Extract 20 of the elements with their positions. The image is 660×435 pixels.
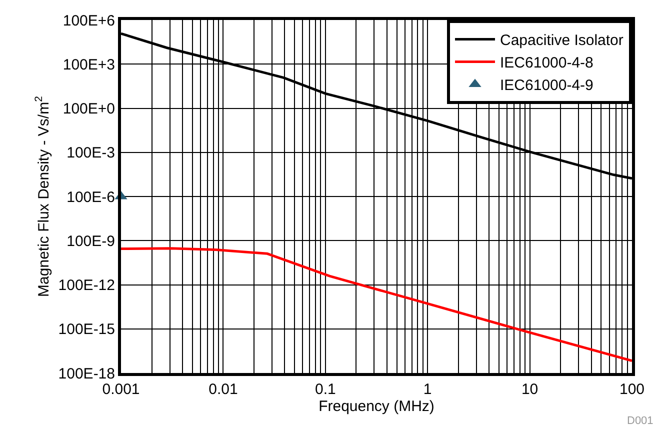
legend-label: IEC61000-4-9 — [500, 77, 594, 94]
x-tick-label: 0.01 — [208, 381, 238, 398]
x-axis-title: Frequency (MHz) — [318, 398, 434, 415]
y-tick-label: 100E-15 — [58, 321, 115, 338]
x-tick-label: 10 — [521, 381, 538, 398]
legend-label: Capacitive Isolator — [500, 32, 624, 50]
x-tick-label: 0.001 — [102, 381, 140, 398]
y-tick-label: 100E-9 — [66, 232, 115, 250]
y-tick-label: 100E+3 — [62, 56, 115, 74]
y-tick-label: 100E-18 — [58, 365, 115, 382]
y-tick-label: 100E-12 — [58, 277, 115, 294]
x-tick-label: 0.1 — [314, 381, 336, 398]
y-tick-label: 100E-3 — [66, 144, 115, 162]
y-tick-label: 100E-6 — [66, 188, 115, 206]
legend-label: IEC61000-4-8 — [500, 54, 594, 72]
y-tick-label: 100E+0 — [62, 100, 115, 118]
text: D001 — [627, 415, 654, 427]
x-tick-label: 100 — [619, 381, 645, 398]
y-tick-label: 100E+6 — [62, 12, 115, 30]
x-tick-label: 1 — [423, 381, 432, 398]
